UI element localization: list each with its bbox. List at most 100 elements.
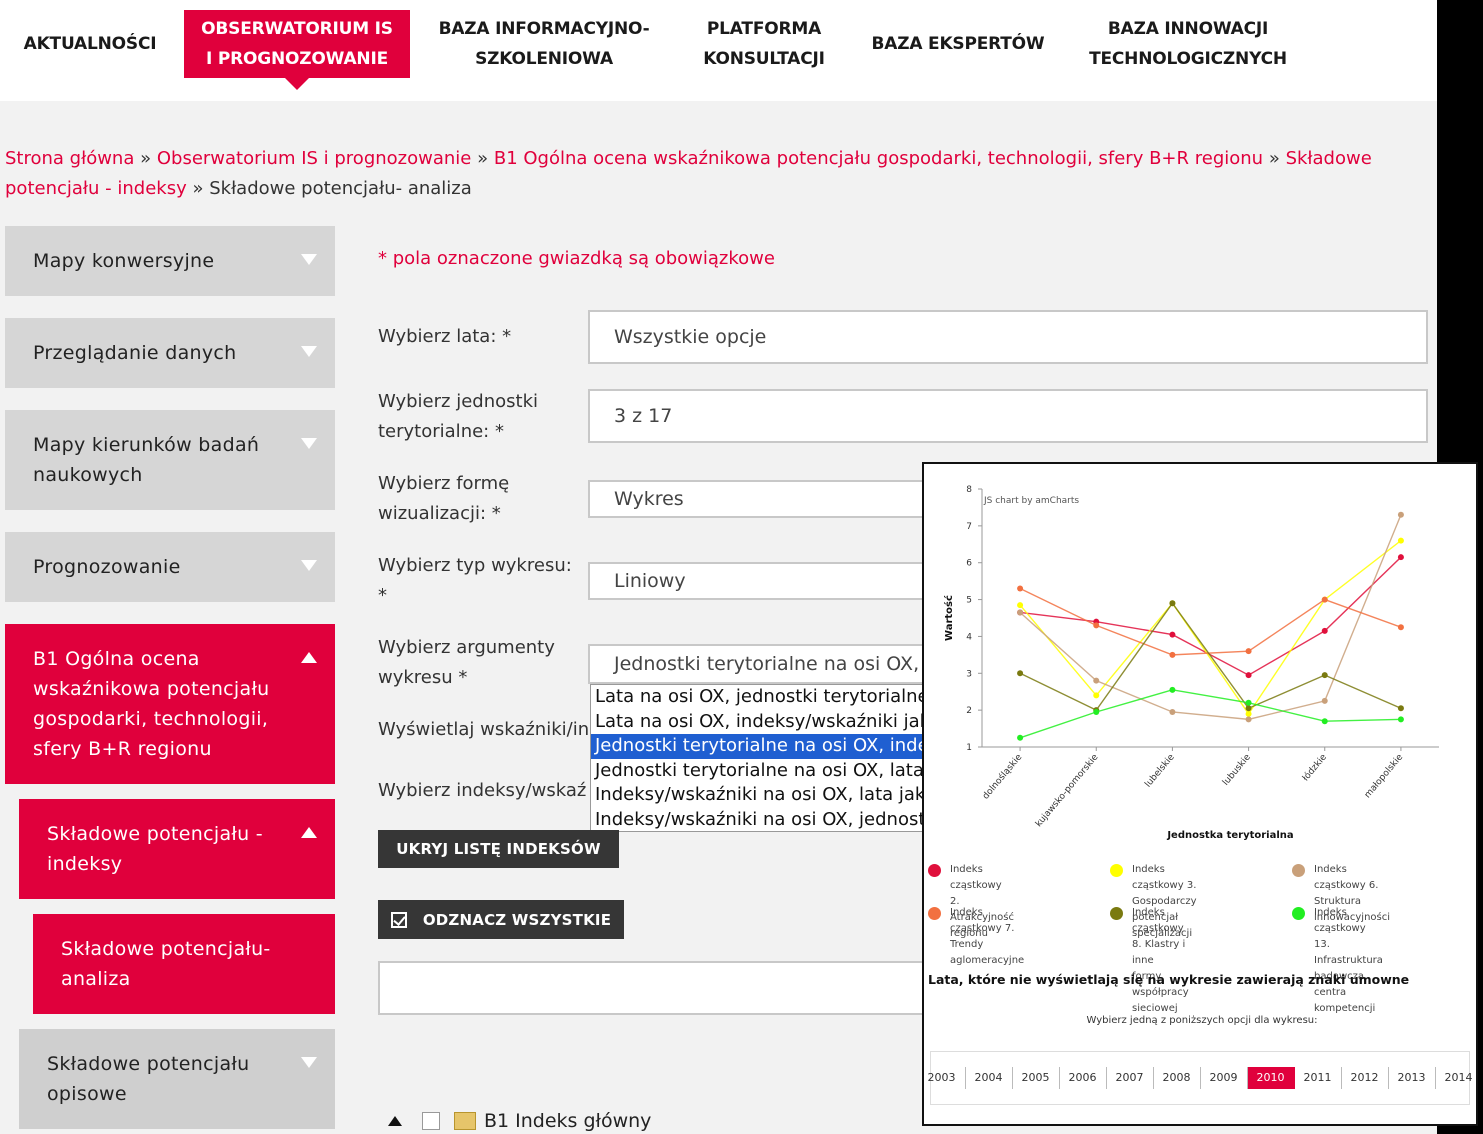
legend-dot bbox=[1292, 864, 1305, 877]
series-point bbox=[1017, 734, 1024, 741]
x-axis-title: Jednostka terytorialna bbox=[1166, 830, 1293, 841]
series-line bbox=[1019, 540, 1402, 716]
y-tick-label: 5 bbox=[966, 596, 972, 606]
breadcrumb-home[interactable]: Strona główna bbox=[5, 148, 135, 169]
dropdown-option[interactable]: Indeksy/wskaźniki na osi OX, jednostki bbox=[595, 808, 930, 830]
series-point bbox=[1169, 686, 1176, 693]
series-point bbox=[1397, 554, 1404, 561]
sidebar-item-prognozowanie[interactable]: Prognozowanie bbox=[5, 532, 335, 602]
index-search-input[interactable] bbox=[378, 961, 938, 1015]
year-option[interactable]: 2007 bbox=[1107, 1067, 1154, 1089]
breadcrumb-indeksy[interactable]: Składowe potencjału - indeksy bbox=[5, 148, 1372, 199]
chevron-down-icon bbox=[301, 1057, 317, 1068]
legend-label: Indeks cząstkowy 8. Klastry i inne formy… bbox=[1132, 907, 1189, 1014]
chevron-down-icon bbox=[301, 254, 317, 265]
series-point bbox=[1093, 677, 1100, 684]
x-tick-label: lubuskie bbox=[1221, 752, 1253, 788]
y-tick-label: 4 bbox=[966, 632, 972, 642]
series-line bbox=[1019, 689, 1401, 739]
sidebar-item-label: Przeglądanie danych bbox=[33, 342, 237, 364]
nav-aktualnosci[interactable]: AKTUALNOŚCI bbox=[23, 34, 157, 54]
breadcrumb-current: Składowe potencjału- analiza bbox=[209, 178, 472, 199]
line-chart: 1 2 3 4 5 6 7 8 JS chart by amCharts dolnośląskie… bbox=[943, 485, 1439, 841]
sidebar-item-label: Mapy kierunków badań naukowych bbox=[33, 434, 260, 486]
years-select[interactable]: Wszystkie opcje bbox=[588, 310, 1428, 364]
y-tick-label: 8 bbox=[966, 485, 972, 495]
year-option[interactable]: 2009 bbox=[1201, 1067, 1248, 1089]
years-label: Wybierz lata: * bbox=[378, 326, 512, 347]
sidebar-item-opisowe[interactable]: Składowe potencjału opisowe bbox=[19, 1029, 335, 1129]
sidebar-item-przegladanie-danych[interactable]: Przeglądanie danych bbox=[5, 318, 335, 388]
breadcrumb-observatory[interactable]: Obserwatorium IS i prognozowanie bbox=[156, 148, 472, 169]
deselect-all-button[interactable]: ODZNACZ WSZYSTKIE bbox=[378, 900, 624, 939]
dropdown-option[interactable]: Indeksy/wskaźniki na osi OX, lata jako bbox=[595, 784, 930, 805]
breadcrumb-b1[interactable]: B1 Ogólna ocena wskaźnikowa potencjału g… bbox=[493, 148, 1264, 169]
choose-option-label: Wybierz jedną z poniższych opcji dla wyk… bbox=[1086, 1015, 1318, 1026]
year-option[interactable]: 2011 bbox=[1295, 1067, 1342, 1089]
hide-index-list-label: UKRYJ LISTĘ INDEKSÓW bbox=[396, 840, 601, 858]
year-option-selected[interactable]: 2010 bbox=[1247, 1067, 1295, 1089]
dropdown-option-selected[interactable]: Jednostki terytorialne na osi OX, indek bbox=[591, 734, 929, 759]
series-point bbox=[1169, 631, 1176, 638]
breadcrumb-separator: » bbox=[1268, 148, 1280, 169]
sidebar-item-label: Składowe potencjału opisowe bbox=[47, 1053, 250, 1105]
chart-panel: 1 2 3 4 5 6 7 8 JS chart by amCharts dolnośląskie… bbox=[922, 462, 1478, 1126]
year-option[interactable]: 2006 bbox=[1060, 1067, 1107, 1089]
series-point bbox=[1397, 705, 1404, 712]
series-point bbox=[1397, 511, 1404, 518]
series-line bbox=[1019, 587, 1402, 656]
y-tick-label: 1 bbox=[966, 743, 972, 753]
sidebar-item-mapy-konwersyjne[interactable]: Mapy konwersyjne bbox=[5, 226, 335, 296]
series-point bbox=[1321, 672, 1328, 679]
sidebar-item-b1[interactable]: B1 Ogólna ocena wskaźnikowa potencjału g… bbox=[5, 624, 335, 784]
x-tick-label: łódzkie bbox=[1300, 752, 1329, 784]
arguments-label: Wybierz argumenty wykresu * bbox=[378, 637, 555, 688]
legend-label: Indeks cząstkowy 2. Atrakcyjność regionu bbox=[950, 864, 1014, 939]
dropdown-option[interactable]: Jednostki terytorialne na osi OX, lata j… bbox=[595, 759, 930, 781]
legend-dot bbox=[1292, 907, 1305, 920]
hide-index-list-button[interactable]: UKRYJ LISTĘ INDEKSÓW bbox=[378, 830, 619, 868]
collapse-arrow-icon[interactable] bbox=[388, 1116, 402, 1126]
chevron-up-icon bbox=[301, 652, 317, 663]
sidebar-item-mapy-kierunkow[interactable]: Mapy kierunków badań naukowych bbox=[5, 410, 335, 510]
nav-obserwatorium[interactable]: OBSERWATORIUM IS I PROGNOZOWANIE bbox=[184, 10, 410, 90]
tree-checkbox[interactable] bbox=[422, 1112, 440, 1130]
year-option[interactable]: 2012 bbox=[1342, 1067, 1389, 1089]
tree-item-label[interactable]: B1 Indeks główny bbox=[484, 1110, 652, 1132]
sidebar-item-analiza[interactable]: Składowe potencjału- analiza bbox=[33, 914, 335, 1014]
chevron-up-icon bbox=[301, 827, 317, 838]
x-tick-label: lubelskie bbox=[1143, 752, 1177, 789]
units-label: Wybierz jednostki terytorialne: * bbox=[378, 391, 538, 442]
dropdown-option[interactable]: Lata na osi OX, jednostki terytorialne j… bbox=[595, 686, 930, 707]
series-point bbox=[1169, 600, 1176, 607]
legend-label: Indeks cząstkowy 6. Struktura innowacyjn… bbox=[1314, 864, 1391, 923]
sidebar-item-indeksy[interactable]: Składowe potencjału - indeksy bbox=[19, 799, 335, 899]
nav-platforma-konsultacji[interactable]: PLATFORMA KONSULTACJI bbox=[703, 19, 825, 69]
series-point bbox=[1321, 697, 1328, 704]
year-option[interactable]: 2005 bbox=[1013, 1067, 1060, 1089]
year-option[interactable]: 2008 bbox=[1154, 1067, 1201, 1089]
chart-type-label: Wybierz typ wykresu: * bbox=[378, 555, 572, 606]
dropdown-option[interactable]: Lata na osi OX, indeksy/wskaźniki jako bbox=[595, 710, 930, 732]
nav-baza-ekspertow[interactable]: BAZA EKSPERTÓW bbox=[871, 34, 1045, 54]
series-point bbox=[1017, 609, 1024, 616]
x-tick-label: kujawsko-pomorskie bbox=[1034, 752, 1101, 829]
chevron-down-icon bbox=[301, 560, 317, 571]
chevron-down-icon bbox=[301, 346, 317, 357]
y-tick-label: 3 bbox=[966, 669, 972, 679]
series-point bbox=[1093, 622, 1100, 629]
year-selector: 2003 2004 2005 2006 2007 2008 2009 2010 2011 2012… bbox=[928, 1051, 1473, 1105]
legend-dot bbox=[928, 907, 941, 920]
sidebar-item-label: Mapy konwersyjne bbox=[33, 250, 215, 272]
units-select[interactable]: 3 z 17 bbox=[588, 389, 1428, 443]
nav-baza-informacyjna[interactable]: BAZA INFORMACYJNO- SZKOLENIOWA bbox=[438, 19, 650, 69]
series-point bbox=[1245, 710, 1252, 717]
year-option[interactable]: 2004 bbox=[966, 1067, 1013, 1089]
year-option[interactable]: 2003 bbox=[919, 1067, 966, 1089]
year-option[interactable]: 2013 bbox=[1389, 1067, 1436, 1089]
visualization-label: Wybierz formę wizualizacji: * bbox=[378, 473, 510, 524]
y-tick-label: 6 bbox=[966, 559, 972, 569]
nav-baza-innowacji[interactable]: BAZA INNOWACJI TECHNOLOGICZNYCH bbox=[1089, 19, 1287, 69]
legend-label: Indeks cząstkowy 13. Infrastruktura bada… bbox=[1314, 907, 1383, 1014]
year-option[interactable]: 2014 bbox=[1444, 1071, 1473, 1084]
